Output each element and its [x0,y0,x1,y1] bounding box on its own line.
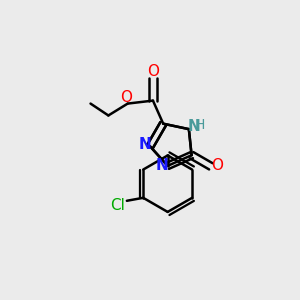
Text: Cl: Cl [110,198,125,213]
Text: N: N [188,119,201,134]
Text: O: O [120,90,132,105]
Text: O: O [147,64,159,79]
Text: O: O [212,158,224,173]
Text: H: H [195,118,205,132]
Text: N: N [138,137,151,152]
Text: N: N [156,158,169,173]
